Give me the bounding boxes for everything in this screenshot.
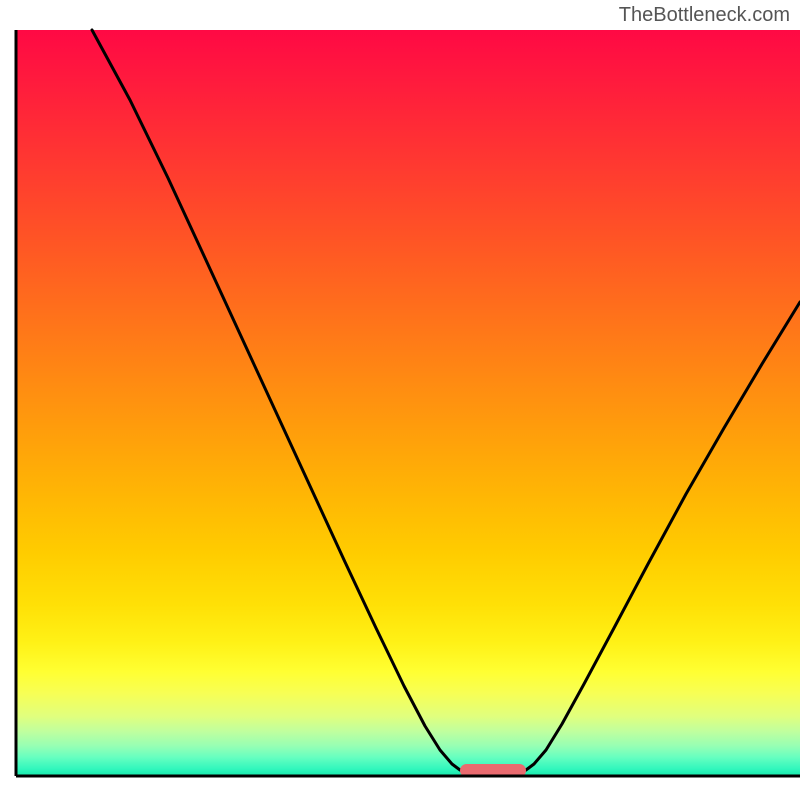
bottleneck-chart [0, 0, 800, 800]
chart-container: TheBottleneck.com [0, 0, 800, 800]
attribution-label: TheBottleneck.com [619, 4, 790, 27]
